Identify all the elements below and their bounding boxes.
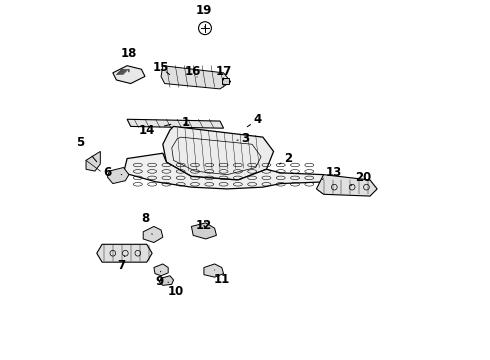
Text: 4: 4 [247,113,262,127]
Text: 16: 16 [185,64,201,77]
Text: 1: 1 [182,116,190,129]
Polygon shape [163,126,273,180]
Text: 7: 7 [118,256,126,272]
Text: 13: 13 [322,166,343,179]
Polygon shape [86,152,100,171]
Text: 17: 17 [216,64,232,80]
Polygon shape [161,66,231,89]
Polygon shape [127,119,223,128]
Text: 20: 20 [351,171,371,185]
Text: 5: 5 [76,136,97,162]
Polygon shape [143,226,163,243]
Polygon shape [317,175,377,196]
Text: 2: 2 [279,152,292,165]
Text: 8: 8 [141,212,152,234]
Text: 11: 11 [214,270,230,286]
Text: 18: 18 [121,47,137,72]
Polygon shape [123,153,327,189]
Text: 14: 14 [139,124,171,137]
Polygon shape [113,66,145,84]
Text: 12: 12 [196,219,212,232]
Text: 9: 9 [155,271,163,288]
Text: 6: 6 [103,166,122,179]
Text: 10: 10 [167,282,183,298]
Text: 19: 19 [196,4,212,27]
Polygon shape [154,264,168,276]
Text: 15: 15 [153,61,170,75]
Polygon shape [204,264,223,277]
Text: 3: 3 [237,132,249,145]
Polygon shape [192,223,217,239]
Polygon shape [97,244,152,262]
Polygon shape [222,78,229,84]
Polygon shape [159,276,173,285]
Polygon shape [107,167,129,184]
